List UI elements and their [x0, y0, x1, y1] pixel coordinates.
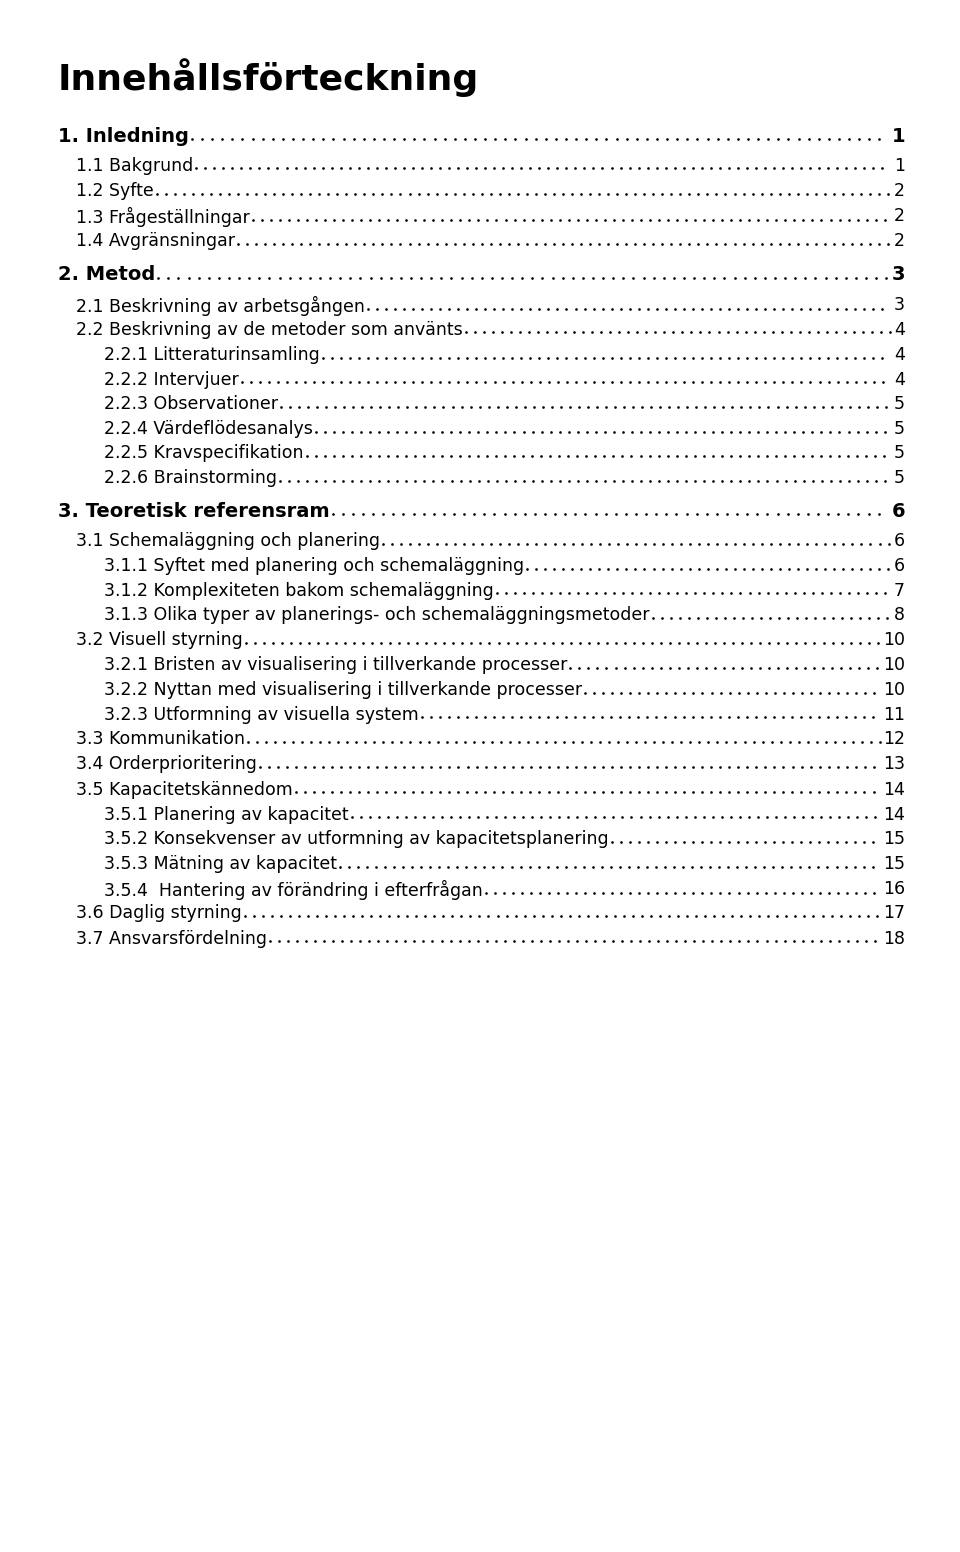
Text: 3.6 Daglig styrning: 3.6 Daglig styrning: [76, 905, 242, 922]
Text: 3.2.2 Nyttan med visualisering i tillverkande processer: 3.2.2 Nyttan med visualisering i tillver…: [104, 681, 582, 698]
Text: 2.2 Beskrivning av de metoder som använts: 2.2 Beskrivning av de metoder som använt…: [76, 321, 463, 338]
Text: 3. Teoretisk referensram: 3. Teoretisk referensram: [58, 501, 329, 521]
Text: 1.1 Bakgrund: 1.1 Bakgrund: [76, 157, 193, 175]
Text: 3.5.1 Planering av kapacitet: 3.5.1 Planering av kapacitet: [104, 805, 348, 824]
Text: 4: 4: [894, 346, 905, 363]
Text: 2: 2: [894, 233, 905, 250]
Text: 13: 13: [883, 756, 905, 773]
Text: 5: 5: [894, 396, 905, 413]
Text: 1. Inledning: 1. Inledning: [58, 127, 189, 146]
Text: 2.2.2 Intervjuer: 2.2.2 Intervjuer: [104, 371, 239, 388]
Text: 2. Metod: 2. Metod: [58, 265, 156, 284]
Text: 14: 14: [883, 805, 905, 824]
Text: 4: 4: [894, 371, 905, 388]
Text: 3.5 Kapacitetskännedom: 3.5 Kapacitetskännedom: [76, 781, 293, 799]
Text: 17: 17: [883, 905, 905, 922]
Text: 2: 2: [894, 206, 905, 225]
Text: 2.2.4 Värdeflödesanalys: 2.2.4 Värdeflödesanalys: [104, 421, 313, 438]
Text: 5: 5: [894, 469, 905, 487]
Text: 2.2.1 Litteraturinsamling: 2.2.1 Litteraturinsamling: [104, 346, 320, 363]
Text: 14: 14: [883, 781, 905, 799]
Text: 4: 4: [894, 321, 905, 338]
Text: 3.4 Orderprioritering: 3.4 Orderprioritering: [76, 756, 257, 773]
Text: 5: 5: [894, 421, 905, 438]
Text: 10: 10: [883, 681, 905, 698]
Text: 10: 10: [883, 656, 905, 674]
Text: 1: 1: [892, 127, 905, 146]
Text: 15: 15: [883, 830, 905, 849]
Text: 3.7 Ansvarsfördelning: 3.7 Ansvarsfördelning: [76, 930, 267, 948]
Text: 3.5.2 Konsekvenser av utformning av kapacitetsplanering: 3.5.2 Konsekvenser av utformning av kapa…: [104, 830, 609, 849]
Text: 3.2.3 Utformning av visuella system: 3.2.3 Utformning av visuella system: [104, 706, 419, 723]
Text: 3.1.1 Syftet med planering och schemaläggning: 3.1.1 Syftet med planering och schemaläg…: [104, 557, 524, 576]
Text: 7: 7: [894, 582, 905, 599]
Text: 11: 11: [883, 706, 905, 723]
Text: 6: 6: [892, 501, 905, 521]
Text: 3.5.3 Mätning av kapacitet: 3.5.3 Mätning av kapacitet: [104, 855, 337, 874]
Text: 3.1.2 Komplexiteten bakom schemaläggning: 3.1.2 Komplexiteten bakom schemaläggning: [104, 582, 493, 599]
Text: 8: 8: [894, 607, 905, 624]
Text: 2.2.3 Observationer: 2.2.3 Observationer: [104, 396, 278, 413]
Text: 3: 3: [892, 265, 905, 284]
Text: 3.2.1 Bristen av visualisering i tillverkande processer: 3.2.1 Bristen av visualisering i tillver…: [104, 656, 567, 674]
Text: 3.3 Kommunikation: 3.3 Kommunikation: [76, 729, 245, 748]
Text: 2.2.5 Kravspecifikation: 2.2.5 Kravspecifikation: [104, 444, 303, 462]
Text: 3.2 Visuell styrning: 3.2 Visuell styrning: [76, 632, 243, 649]
Text: 6: 6: [894, 532, 905, 549]
Text: 3.1.3 Olika typer av planerings- och schemaläggningsmetoder: 3.1.3 Olika typer av planerings- och sch…: [104, 607, 650, 624]
Text: 2.2.6 Brainstorming: 2.2.6 Brainstorming: [104, 469, 277, 487]
Text: 1: 1: [894, 157, 905, 175]
Text: Innehållsförteckning: Innehållsförteckning: [58, 57, 479, 96]
Text: 10: 10: [883, 632, 905, 649]
Text: 1.3 Frågeställningar: 1.3 Frågeställningar: [76, 206, 250, 227]
Text: 6: 6: [894, 557, 905, 576]
Text: 12: 12: [883, 729, 905, 748]
Text: 18: 18: [883, 930, 905, 948]
Text: 3.5.4  Hantering av förändring i efterfrågan: 3.5.4 Hantering av förändring i efterfrå…: [104, 880, 483, 900]
Text: 2.1 Beskrivning av arbetsgången: 2.1 Beskrivning av arbetsgången: [76, 295, 365, 315]
Text: 1.4 Avgränsningar: 1.4 Avgränsningar: [76, 233, 235, 250]
Text: 3.1 Schemaläggning och planering: 3.1 Schemaläggning och planering: [76, 532, 380, 549]
Text: 3: 3: [894, 295, 905, 314]
Text: 1.2 Syfte: 1.2 Syfte: [76, 182, 154, 200]
Text: 2: 2: [894, 182, 905, 200]
Text: 15: 15: [883, 855, 905, 874]
Text: 5: 5: [894, 444, 905, 462]
Text: 16: 16: [883, 880, 905, 897]
